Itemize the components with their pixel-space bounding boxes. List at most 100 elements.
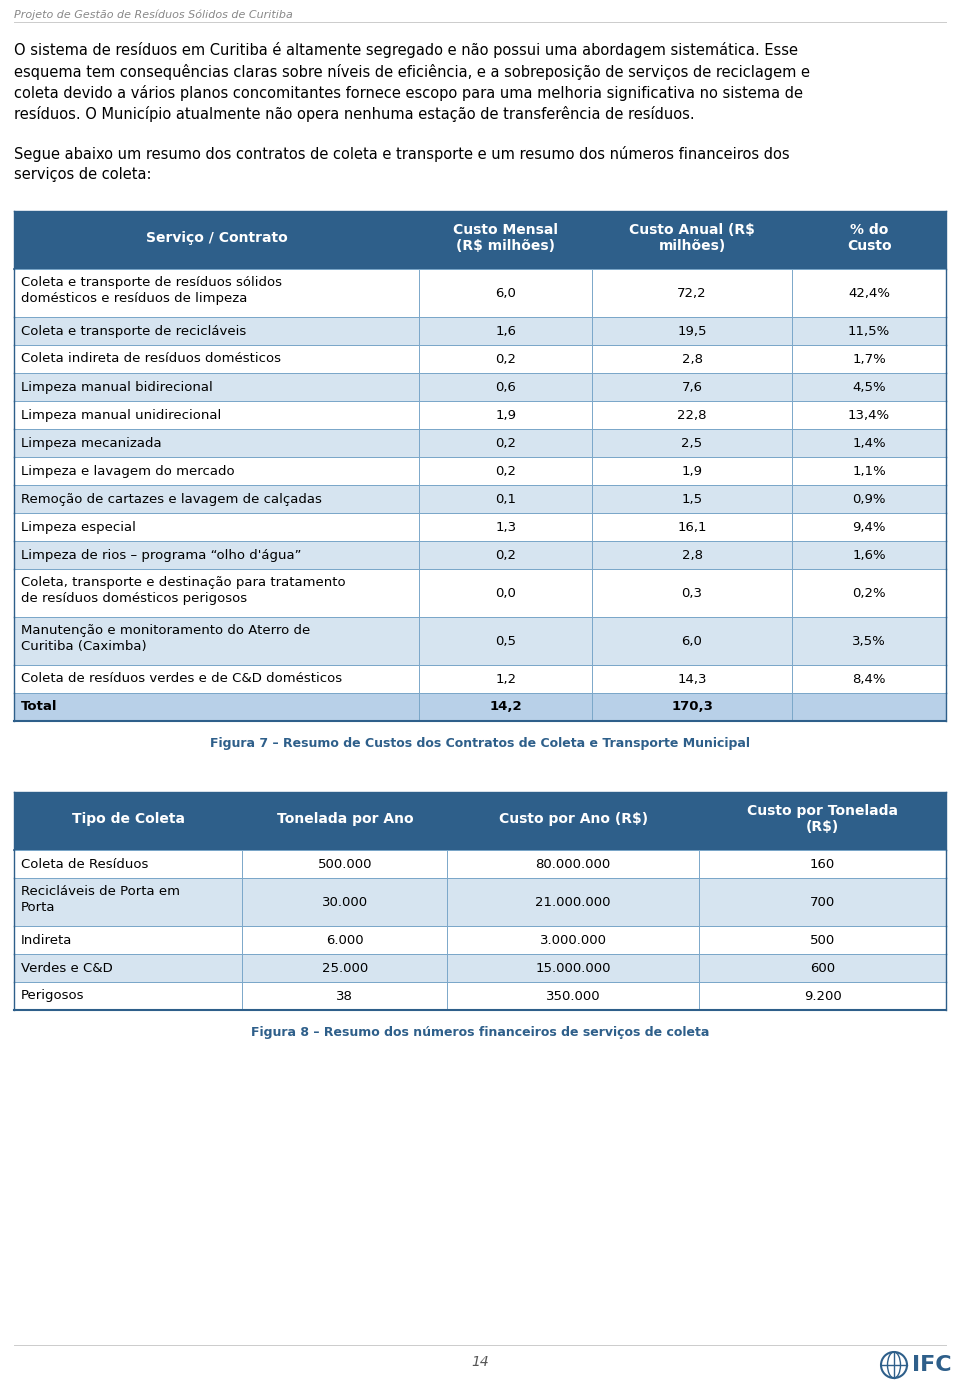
Text: 0,9%: 0,9% <box>852 492 886 505</box>
Text: 0,2%: 0,2% <box>852 587 886 600</box>
Text: (R$): (R$) <box>805 821 839 835</box>
Text: 170,3: 170,3 <box>671 701 713 714</box>
Text: Tonelada por Ano: Tonelada por Ano <box>276 812 413 826</box>
Text: 9.200: 9.200 <box>804 989 841 1003</box>
Bar <box>14 345 946 373</box>
Text: 4,5%: 4,5% <box>852 381 886 394</box>
Text: 700: 700 <box>810 896 835 908</box>
Text: 2,5: 2,5 <box>682 437 703 449</box>
Text: 0,2: 0,2 <box>495 548 516 562</box>
Text: 1,5: 1,5 <box>682 492 703 505</box>
Bar <box>14 982 946 1010</box>
Text: 72,2: 72,2 <box>677 287 707 299</box>
Bar <box>14 458 946 485</box>
Text: 19,5: 19,5 <box>678 324 707 338</box>
Text: 3.000.000: 3.000.000 <box>540 933 607 946</box>
Bar <box>14 541 946 569</box>
Text: Limpeza manual bidirecional: Limpeza manual bidirecional <box>21 381 213 394</box>
Text: 3,5%: 3,5% <box>852 634 886 647</box>
Text: 6,0: 6,0 <box>495 287 516 299</box>
Text: coleta devido a vários planos concomitantes fornece escopo para uma melhoria sig: coleta devido a vários planos concomitan… <box>14 85 803 102</box>
Text: 38: 38 <box>336 989 353 1003</box>
Text: 1,7%: 1,7% <box>852 352 886 366</box>
Text: 21.000.000: 21.000.000 <box>536 896 611 908</box>
Text: esquema tem consequências claras sobre níveis de eficiência, e a sobreposição de: esquema tem consequências claras sobre n… <box>14 64 810 79</box>
Bar <box>14 850 946 878</box>
Text: Coleta e transporte de resíduos sólidos: Coleta e transporte de resíduos sólidos <box>21 275 282 289</box>
Text: 0,3: 0,3 <box>682 587 703 600</box>
Text: Segue abaixo um resumo dos contratos de coleta e transporte e um resumo dos núme: Segue abaixo um resumo dos contratos de … <box>14 146 790 161</box>
Text: 160: 160 <box>810 857 835 871</box>
Text: Limpeza e lavagem do mercado: Limpeza e lavagem do mercado <box>21 465 234 477</box>
Text: 1,1%: 1,1% <box>852 465 886 477</box>
Text: Custo Anual (R$: Custo Anual (R$ <box>629 223 755 236</box>
Text: 14: 14 <box>471 1355 489 1369</box>
Bar <box>14 428 946 458</box>
Text: Recicláveis de Porta em: Recicláveis de Porta em <box>21 885 180 899</box>
Text: (R$ milhões): (R$ milhões) <box>456 239 555 253</box>
Text: Coleta e transporte de recicláveis: Coleta e transporte de recicláveis <box>21 324 247 338</box>
Text: Limpeza manual unidirecional: Limpeza manual unidirecional <box>21 409 221 421</box>
Bar <box>14 485 946 513</box>
Text: Remoção de cartazes e lavagem de calçadas: Remoção de cartazes e lavagem de calçada… <box>21 492 322 505</box>
Text: 1,3: 1,3 <box>495 520 516 534</box>
Bar <box>14 317 946 345</box>
Bar <box>14 954 946 982</box>
Text: 350.000: 350.000 <box>546 989 601 1003</box>
Text: Limpeza mecanizada: Limpeza mecanizada <box>21 437 161 449</box>
Text: 1,4%: 1,4% <box>852 437 886 449</box>
Text: O sistema de resíduos em Curitiba é altamente segregado e não possui uma abordag: O sistema de resíduos em Curitiba é alta… <box>14 42 798 58</box>
Text: 14,3: 14,3 <box>678 672 707 686</box>
Text: 1,6: 1,6 <box>495 324 516 338</box>
Text: 0,1: 0,1 <box>495 492 516 505</box>
Text: 16,1: 16,1 <box>678 520 707 534</box>
Text: resíduos. O Município atualmente não opera nenhuma estação de transferência de r: resíduos. O Município atualmente não ope… <box>14 107 695 122</box>
Bar <box>14 373 946 401</box>
Text: milhões): milhões) <box>659 239 726 253</box>
Bar <box>14 569 946 618</box>
Text: Custo por Ano (R$): Custo por Ano (R$) <box>498 812 648 826</box>
Text: 6,0: 6,0 <box>682 634 703 647</box>
Text: 11,5%: 11,5% <box>848 324 890 338</box>
Text: Coleta de resíduos verdes e de C&D domésticos: Coleta de resíduos verdes e de C&D domés… <box>21 672 342 686</box>
Text: 1,2: 1,2 <box>495 672 516 686</box>
Text: 1,9: 1,9 <box>682 465 703 477</box>
Text: 14,2: 14,2 <box>490 701 522 714</box>
Bar <box>14 665 946 693</box>
Text: Projeto de Gestão de Resíduos Sólidos de Curitiba: Projeto de Gestão de Resíduos Sólidos de… <box>14 10 293 21</box>
Text: 600: 600 <box>810 961 835 975</box>
Text: Perigosos: Perigosos <box>21 989 84 1003</box>
Text: 9,4%: 9,4% <box>852 520 886 534</box>
Text: 6.000: 6.000 <box>326 933 364 946</box>
Text: 30.000: 30.000 <box>322 896 368 908</box>
Text: 0,5: 0,5 <box>495 634 516 647</box>
Text: Figura 8 – Resumo dos números financeiros de serviços de coleta: Figura 8 – Resumo dos números financeiro… <box>251 1027 709 1039</box>
Text: Porta: Porta <box>21 901 56 914</box>
Text: 25.000: 25.000 <box>322 961 368 975</box>
Bar <box>14 268 946 317</box>
Text: Indireta: Indireta <box>21 933 72 946</box>
Text: Figura 7 – Resumo de Custos dos Contratos de Coleta e Transporte Municipal: Figura 7 – Resumo de Custos dos Contrato… <box>210 737 750 750</box>
Text: 0,2: 0,2 <box>495 352 516 366</box>
Text: Custo Mensal: Custo Mensal <box>453 223 558 236</box>
Text: 0,6: 0,6 <box>495 381 516 394</box>
Text: 1,6%: 1,6% <box>852 548 886 562</box>
Text: domésticos e resíduos de limpeza: domésticos e resíduos de limpeza <box>21 292 248 305</box>
Text: Curitiba (Caximba): Curitiba (Caximba) <box>21 640 147 652</box>
Text: de resíduos domésticos perigosos: de resíduos domésticos perigosos <box>21 593 247 605</box>
Text: Custo por Tonelada: Custo por Tonelada <box>747 804 898 818</box>
Text: 1,9: 1,9 <box>495 409 516 421</box>
Text: 0,2: 0,2 <box>495 437 516 449</box>
Text: 80.000.000: 80.000.000 <box>536 857 611 871</box>
Text: 15.000.000: 15.000.000 <box>536 961 611 975</box>
Text: 7,6: 7,6 <box>682 381 703 394</box>
Text: 42,4%: 42,4% <box>848 287 890 299</box>
Text: Verdes e C&D: Verdes e C&D <box>21 961 112 975</box>
Text: Coleta de Resíduos: Coleta de Resíduos <box>21 857 149 871</box>
Text: 0,0: 0,0 <box>495 587 516 600</box>
Bar <box>14 211 946 268</box>
Text: 13,4%: 13,4% <box>848 409 890 421</box>
Text: Tipo de Coleta: Tipo de Coleta <box>72 812 184 826</box>
Text: serviços de coleta:: serviços de coleta: <box>14 167 152 182</box>
Text: 500.000: 500.000 <box>318 857 372 871</box>
